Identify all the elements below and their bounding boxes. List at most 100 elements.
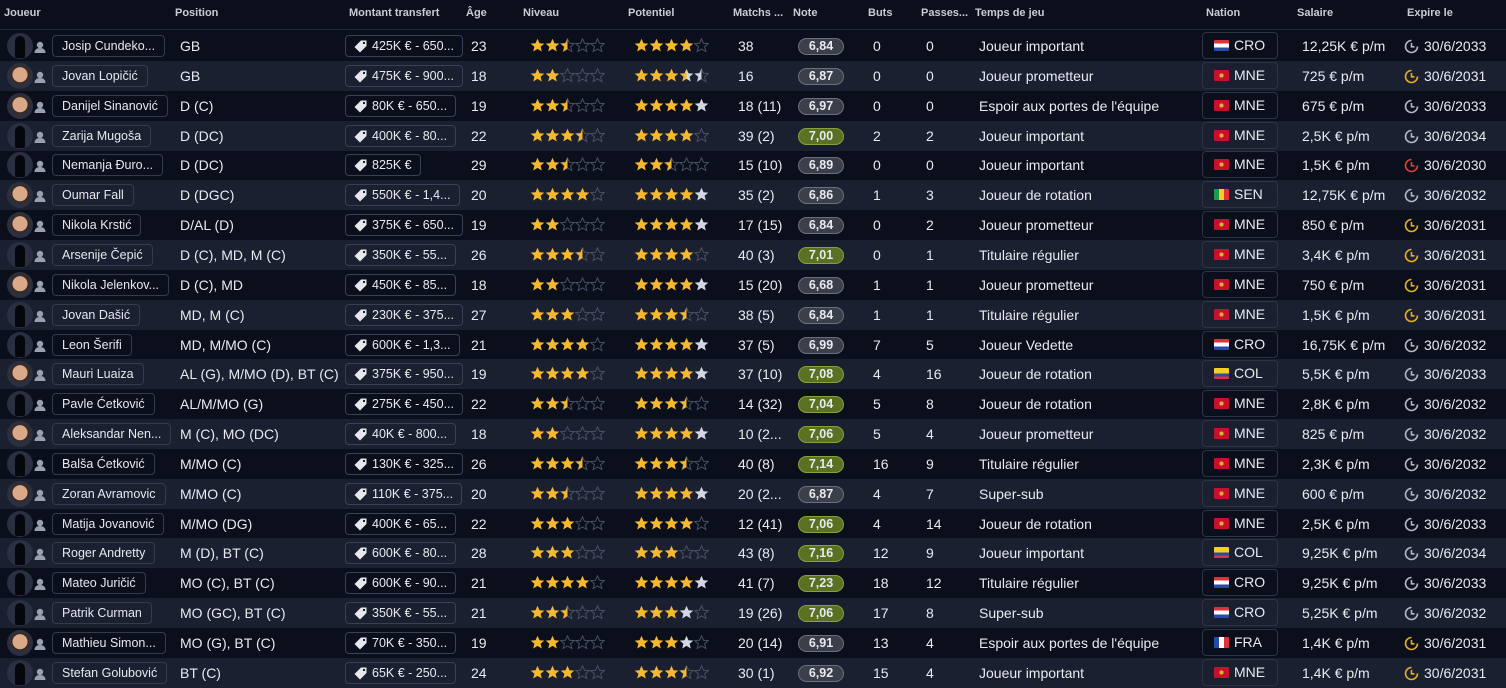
column-header-transfer[interactable]: Montant transfert: [349, 7, 440, 19]
transfer-value-button[interactable]: 375K € - 950...: [345, 363, 464, 386]
transfer-value-button[interactable]: 600K € - 1,3...: [345, 333, 460, 356]
transfer-value-button[interactable]: 40K € - 800...: [345, 423, 457, 446]
column-header-joueur[interactable]: Joueur: [4, 7, 41, 19]
transfer-value-button[interactable]: 80K € - 650...: [345, 94, 457, 117]
table-row[interactable]: Mathieu Simon... MO (G), BT (C) 70K € - 35…: [0, 628, 1506, 658]
nation-button[interactable]: COL: [1202, 539, 1278, 567]
person-icon[interactable]: [34, 249, 46, 262]
table-row[interactable]: Danijel Sinanović D (C) 80K € - 650... 19 18…: [0, 91, 1506, 121]
transfer-value-button[interactable]: 375K € - 650...: [345, 214, 464, 237]
player-name-button[interactable]: Josip Cundeko...: [52, 35, 166, 57]
nation-button[interactable]: MNE: [1202, 211, 1278, 239]
player-name-button[interactable]: Stefan Golubović: [52, 661, 168, 684]
nation-button[interactable]: MNE: [1202, 390, 1278, 418]
table-row[interactable]: Matija Jovanović M/MO (DG) 400K € - 65... 2…: [0, 509, 1506, 539]
nation-button[interactable]: MNE: [1202, 420, 1278, 448]
player-name-button[interactable]: Roger Andretty: [52, 542, 156, 565]
table-row[interactable]: Zoran Avramovic M/MO (C) 110K € - 375... 20…: [0, 478, 1506, 509]
transfer-value-button[interactable]: 425K € - 650...: [345, 35, 464, 57]
table-row[interactable]: Nikola Krstić D/AL (D) 375K € - 650... 19 17…: [0, 210, 1506, 240]
transfer-value-button[interactable]: 450K € - 85...: [345, 273, 457, 296]
player-name-button[interactable]: Pavle Ćetković: [52, 393, 155, 416]
column-header-position[interactable]: Position: [175, 7, 219, 19]
transfer-value-button[interactable]: 275K € - 450...: [345, 393, 464, 416]
nation-button[interactable]: FRA: [1202, 629, 1278, 656]
table-row[interactable]: Nemanja Đuro... D (DC) 825K € 29 15 (10) 6,89…: [0, 150, 1506, 180]
column-header-passes[interactable]: Passes...: [921, 7, 969, 19]
transfer-value-button[interactable]: 400K € - 80...: [345, 124, 457, 147]
table-row[interactable]: Leon Šerifi MD, M/MO (C) 600K € - 1,3... 21…: [0, 330, 1506, 360]
transfer-value-button[interactable]: 400K € - 65...: [345, 512, 457, 535]
person-icon[interactable]: [34, 488, 46, 501]
table-row[interactable]: Jovan Lopičić GB 475K € - 900... 18 16 6,87 0 0…: [0, 60, 1506, 91]
table-row[interactable]: Josip Cundeko... GB 425K € - 650... 23 38 6,8…: [0, 31, 1506, 61]
nation-button[interactable]: CRO: [1202, 330, 1278, 358]
player-name-button[interactable]: Mauri Luaiza: [52, 363, 144, 386]
transfer-value-button[interactable]: 350K € - 55...: [345, 243, 457, 266]
table-row[interactable]: Aleksandar Nen... M (C), MO (DC) 40K € - 8…: [0, 419, 1506, 450]
table-row[interactable]: Patrik Curman MO (GC), BT (C) 350K € - 55.…: [0, 598, 1506, 629]
player-name-button[interactable]: Nemanja Đuro...: [52, 154, 164, 177]
nation-button[interactable]: CRO: [1202, 569, 1278, 597]
table-row[interactable]: Nikola Jelenkov... D (C), MD 450K € - 85..…: [0, 270, 1506, 300]
column-header-nation[interactable]: Nation: [1206, 7, 1241, 19]
nation-button[interactable]: MNE: [1202, 240, 1278, 268]
transfer-value-button[interactable]: 600K € - 90...: [345, 572, 457, 595]
person-icon[interactable]: [34, 70, 46, 83]
player-name-button[interactable]: Danijel Sinanović: [52, 94, 168, 117]
nation-button[interactable]: MNE: [1202, 270, 1278, 298]
nation-button[interactable]: CRO: [1202, 599, 1278, 627]
player-name-button[interactable]: Oumar Fall: [52, 184, 134, 207]
transfer-value-button[interactable]: 550K € - 1,4...: [345, 184, 460, 207]
player-name-button[interactable]: Mateo Juričić: [52, 572, 146, 595]
transfer-value-button[interactable]: 110K € - 375...: [345, 482, 463, 505]
nation-button[interactable]: MNE: [1202, 300, 1278, 328]
player-name-button[interactable]: Balša Ćetković: [52, 452, 155, 475]
nation-button[interactable]: SEN: [1202, 181, 1278, 209]
person-icon[interactable]: [34, 40, 46, 53]
table-row[interactable]: Stefan Golubović BT (C) 65K € - 250... 24 30…: [0, 657, 1506, 688]
transfer-value-button[interactable]: 600K € - 80...: [345, 542, 457, 565]
transfer-value-button[interactable]: 350K € - 55...: [345, 602, 457, 625]
column-header-buts[interactable]: Buts: [868, 7, 893, 19]
transfer-value-button[interactable]: 70K € - 350...: [345, 632, 457, 654]
person-icon[interactable]: [34, 309, 46, 322]
column-header-niveau[interactable]: Niveau: [523, 7, 560, 19]
person-icon[interactable]: [34, 667, 46, 680]
person-icon[interactable]: [34, 368, 46, 382]
transfer-value-button[interactable]: 65K € - 250...: [345, 661, 457, 684]
column-header-potentiel[interactable]: Potentiel: [628, 7, 675, 19]
person-icon[interactable]: [34, 458, 46, 471]
nation-button[interactable]: MNE: [1202, 658, 1278, 686]
person-icon[interactable]: [34, 577, 46, 591]
table-row[interactable]: Oumar Fall D (DGC) 550K € - 1,4... 20 35 (2)…: [0, 180, 1506, 211]
transfer-value-button[interactable]: 130K € - 325...: [345, 452, 464, 475]
table-row[interactable]: Roger Andretty M (D), BT (C) 600K € - 80..…: [0, 538, 1506, 569]
nation-button[interactable]: MNE: [1202, 449, 1278, 477]
transfer-value-button[interactable]: 475K € - 900...: [345, 64, 464, 87]
table-row[interactable]: Zarija Mugoša D (DC) 400K € - 80... 22 39 (2…: [0, 120, 1506, 151]
player-name-button[interactable]: Nikola Krstić: [52, 214, 142, 237]
column-header-salaire[interactable]: Salaire: [1297, 7, 1334, 19]
column-header-note[interactable]: Note: [793, 7, 818, 19]
nation-button[interactable]: MNE: [1202, 61, 1278, 89]
person-icon[interactable]: [34, 428, 46, 442]
person-icon[interactable]: [34, 130, 46, 143]
player-name-button[interactable]: Zoran Avramovic: [52, 482, 166, 505]
person-icon[interactable]: [34, 607, 46, 621]
column-header-expire[interactable]: Expire le: [1407, 7, 1453, 19]
nation-button[interactable]: COL: [1202, 360, 1278, 388]
player-name-button[interactable]: Matija Jovanović: [52, 512, 165, 535]
player-name-button[interactable]: Patrik Curman: [52, 602, 152, 625]
person-icon[interactable]: [34, 637, 46, 650]
player-name-button[interactable]: Nikola Jelenkov...: [52, 273, 170, 296]
nation-button[interactable]: MNE: [1202, 91, 1278, 119]
player-name-button[interactable]: Arsenije Čepić: [52, 243, 153, 266]
table-row[interactable]: Arsenije Čepić D (C), MD, M (C) 350K € - 5…: [0, 239, 1506, 270]
person-icon[interactable]: [34, 189, 46, 203]
person-icon[interactable]: [34, 339, 46, 352]
person-icon[interactable]: [34, 219, 46, 233]
nation-button[interactable]: MNE: [1202, 151, 1278, 179]
table-row[interactable]: Jovan Dašić MD, M (C) 230K € - 375... 27 38 …: [0, 299, 1506, 330]
column-header-age[interactable]: Âge: [466, 7, 487, 19]
